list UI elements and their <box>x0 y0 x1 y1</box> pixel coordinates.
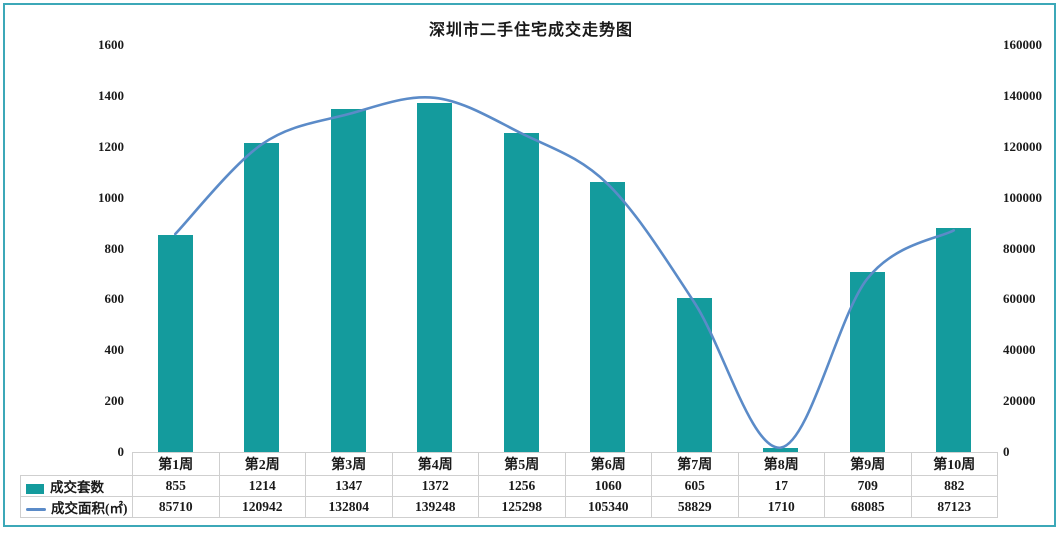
secondary-y-axis-tick-label: 100000 <box>1003 189 1042 205</box>
primary-y-axis-tick-label: 400 <box>104 342 125 358</box>
bar-legend-swatch-icon <box>26 483 44 494</box>
value-cell: 125298 <box>478 496 566 518</box>
primary-y-axis-tick-label: 200 <box>104 393 125 409</box>
category-header-cell: 第7周 <box>651 452 739 476</box>
series-label-cell: 成交面积(㎡) <box>20 496 133 518</box>
value-cell: 139248 <box>391 496 479 518</box>
primary-y-axis-tick-label: 800 <box>104 240 125 256</box>
value-cell: 68085 <box>824 496 912 518</box>
bar <box>157 234 193 452</box>
value-cell: 58829 <box>651 496 739 518</box>
bar <box>849 271 885 452</box>
primary-y-axis-tick-label: 1000 <box>98 189 124 205</box>
value-cell: 709 <box>824 475 912 497</box>
category-header-cell: 第2周 <box>218 452 306 476</box>
value-cell: 1347 <box>305 475 393 497</box>
secondary-y-axis-tick-label: 140000 <box>1003 87 1042 103</box>
bar <box>936 227 972 452</box>
secondary-y-axis-tick-label: 0 <box>1003 444 1010 459</box>
bar <box>330 109 366 452</box>
primary-y-axis-tick-label: 1200 <box>98 138 124 154</box>
secondary-y-axis-tick-label: 60000 <box>1003 291 1036 307</box>
value-cell: 882 <box>910 475 998 497</box>
primary-y-axis-tick-label: 0 <box>117 444 125 459</box>
series-name-label: 成交面积(㎡) <box>51 501 128 516</box>
bar <box>676 298 712 452</box>
value-cell: 605 <box>651 475 739 497</box>
category-header-cell: 第3周 <box>305 452 393 476</box>
line-series-path <box>173 95 956 449</box>
secondary-y-axis-tick-label: 120000 <box>1003 138 1042 154</box>
secondary-y-axis-tick-label: 160000 <box>1003 37 1042 52</box>
category-header-cell: 第1周 <box>132 452 220 476</box>
category-header-cell: 第9周 <box>824 452 912 476</box>
bar <box>417 102 453 452</box>
secondary-y-axis-tick-label: 40000 <box>1003 342 1036 358</box>
value-cell: 855 <box>132 475 220 497</box>
category-header-cell: 第6周 <box>564 452 652 476</box>
value-cell: 132804 <box>305 496 393 518</box>
value-cell: 105340 <box>564 496 652 518</box>
series-name-label: 成交套数 <box>50 480 104 495</box>
category-header-cell: 第5周 <box>478 452 566 476</box>
data-table: 第1周 第2周 第3周 第4周 第5周 第6周 第7周 第8周 第9周 第10周 成交套数 855 12… <box>20 452 998 518</box>
secondary-y-axis-tick-label: 20000 <box>1003 393 1036 409</box>
value-cell: 1060 <box>564 475 652 497</box>
category-header-cell: 第4周 <box>391 452 479 476</box>
category-header-cell: 第8周 <box>737 452 825 476</box>
secondary-y-axis-tick-label: 80000 <box>1003 240 1036 256</box>
chart-title: 深圳市二手住宅成交走势图 <box>428 22 633 39</box>
primary-y-axis-tick-label: 600 <box>104 291 125 307</box>
value-cell: 1710 <box>737 496 825 518</box>
bar <box>503 132 539 452</box>
primary-y-axis-tick-label: 1400 <box>98 87 124 103</box>
bar <box>244 143 280 452</box>
bar <box>763 447 799 452</box>
value-cell: 85710 <box>132 496 220 518</box>
value-cell: 1256 <box>478 475 566 497</box>
value-cell: 120942 <box>218 496 306 518</box>
value-cell: 87123 <box>910 496 998 518</box>
value-cell: 1372 <box>391 475 479 497</box>
line-legend-swatch-icon <box>26 508 46 512</box>
category-header-cell: 第10周 <box>910 452 998 476</box>
value-cell: 17 <box>737 475 825 497</box>
primary-y-axis-tick-label: 1600 <box>98 37 124 52</box>
value-cell: 1214 <box>218 475 306 497</box>
table-corner-cell <box>21 453 133 476</box>
bar <box>590 182 626 452</box>
series-label-cell: 成交套数 <box>20 475 133 497</box>
